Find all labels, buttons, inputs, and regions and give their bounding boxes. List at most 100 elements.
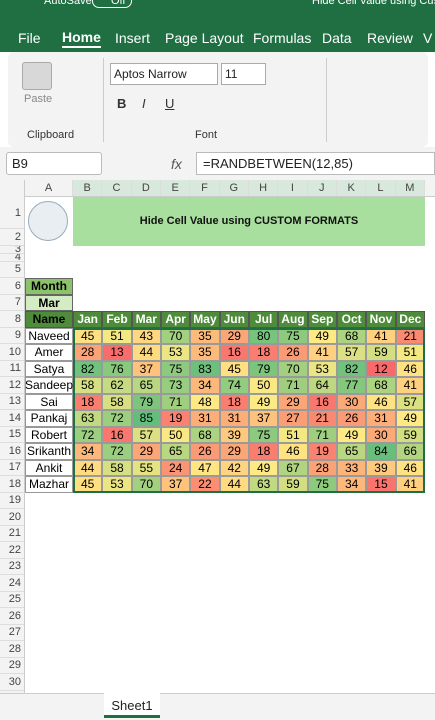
- value-cell[interactable]: 59: [366, 344, 396, 361]
- name-cell[interactable]: Srikanth: [25, 443, 73, 460]
- column-header[interactable]: L: [366, 180, 396, 196]
- column-header[interactable]: H: [248, 180, 279, 196]
- value-cell[interactable]: 79: [248, 360, 279, 377]
- value-cell[interactable]: 13: [102, 344, 132, 361]
- font-name-box[interactable]: [110, 63, 218, 85]
- value-cell[interactable]: 51: [278, 426, 308, 443]
- value-cell[interactable]: 49: [248, 459, 279, 476]
- value-cell[interactable]: 48: [190, 393, 220, 410]
- row-header[interactable]: 19: [0, 493, 24, 509]
- month-header[interactable]: Aug: [278, 311, 308, 328]
- row-header[interactable]: 12: [0, 377, 24, 394]
- row-header[interactable]: 2: [0, 229, 24, 246]
- column-header[interactable]: B: [73, 180, 103, 196]
- font-size-box[interactable]: [221, 63, 266, 85]
- value-cell[interactable]: 35: [190, 344, 220, 361]
- value-cell[interactable]: 70: [160, 327, 191, 344]
- value-cell[interactable]: 29: [219, 327, 249, 344]
- value-cell[interactable]: 79: [131, 393, 161, 410]
- style-button[interactable]: B: [117, 95, 127, 111]
- month-value[interactable]: Mar: [25, 294, 73, 311]
- paste-icon[interactable]: [22, 62, 52, 90]
- month-header[interactable]: May: [190, 311, 220, 328]
- ribbon-tab[interactable]: Insert: [115, 30, 151, 46]
- value-cell[interactable]: 75: [160, 360, 191, 377]
- name-cell[interactable]: Pankaj: [25, 410, 73, 427]
- value-cell[interactable]: 77: [336, 377, 367, 394]
- ribbon-tab[interactable]: V: [423, 30, 433, 46]
- value-cell[interactable]: 18: [248, 443, 279, 460]
- value-cell[interactable]: 16: [102, 426, 132, 443]
- value-cell[interactable]: 26: [278, 344, 308, 361]
- value-cell[interactable]: 72: [102, 410, 132, 427]
- value-cell[interactable]: 12: [366, 360, 396, 377]
- value-cell[interactable]: 57: [131, 426, 161, 443]
- value-cell[interactable]: 34: [73, 443, 103, 460]
- value-cell[interactable]: 49: [248, 393, 279, 410]
- style-button[interactable]: U: [165, 95, 175, 111]
- row-header[interactable]: 7: [0, 295, 24, 311]
- row-header[interactable]: 14: [0, 410, 24, 427]
- value-cell[interactable]: 18: [248, 344, 279, 361]
- row-header[interactable]: 16: [0, 443, 24, 460]
- value-cell[interactable]: 64: [307, 377, 337, 394]
- value-cell[interactable]: 39: [219, 426, 249, 443]
- value-cell[interactable]: 39: [366, 459, 396, 476]
- row-header[interactable]: 18: [0, 476, 24, 493]
- font-name[interactable]: Aptos Narrow: [114, 67, 187, 81]
- row-header[interactable]: 20: [0, 509, 24, 526]
- name-cell[interactable]: Naveed: [25, 327, 73, 344]
- value-cell[interactable]: 42: [219, 459, 249, 476]
- value-cell[interactable]: 46: [366, 393, 396, 410]
- value-cell[interactable]: 47: [190, 459, 220, 476]
- row-header[interactable]: 27: [0, 625, 24, 641]
- paste-label[interactable]: Paste: [24, 93, 53, 105]
- value-cell[interactable]: 31: [190, 410, 220, 427]
- value-cell[interactable]: 18: [219, 393, 249, 410]
- value-cell[interactable]: 70: [278, 360, 308, 377]
- name-header[interactable]: Name: [25, 311, 73, 328]
- row-header[interactable]: 6: [0, 278, 24, 295]
- column-header[interactable]: I: [278, 180, 308, 196]
- value-cell[interactable]: 68: [336, 327, 367, 344]
- value-cell[interactable]: 50: [248, 377, 279, 394]
- month-header[interactable]: Oct: [336, 311, 367, 328]
- month-label[interactable]: Month: [25, 278, 73, 295]
- value-cell[interactable]: 72: [102, 443, 132, 460]
- name-box[interactable]: [6, 152, 102, 175]
- value-cell[interactable]: 65: [131, 377, 161, 394]
- column-header[interactable]: F: [190, 180, 220, 196]
- month-header[interactable]: Sep: [307, 311, 337, 328]
- value-cell[interactable]: 75: [307, 476, 337, 493]
- value-cell[interactable]: 26: [190, 443, 220, 460]
- value-cell[interactable]: 68: [190, 426, 220, 443]
- value-cell[interactable]: 71: [307, 426, 337, 443]
- name-cell[interactable]: Sai: [25, 393, 73, 410]
- row-header[interactable]: 22: [0, 542, 24, 559]
- value-cell[interactable]: 70: [131, 476, 161, 493]
- month-header[interactable]: Jan: [73, 311, 103, 328]
- sheet-tab[interactable]: [104, 693, 160, 718]
- value-cell[interactable]: 51: [102, 327, 132, 344]
- value-cell[interactable]: 30: [366, 426, 396, 443]
- row-header[interactable]: 4: [0, 254, 24, 262]
- name-cell[interactable]: Ankit: [25, 459, 73, 476]
- row-header[interactable]: 26: [0, 608, 24, 625]
- month-header[interactable]: Mar: [131, 311, 161, 328]
- ribbon-tab[interactable]: Formulas: [253, 30, 312, 46]
- month-header[interactable]: Feb: [102, 311, 132, 328]
- value-cell[interactable]: 21: [307, 410, 337, 427]
- value-cell[interactable]: 27: [278, 410, 308, 427]
- column-header[interactable]: G: [219, 180, 249, 196]
- value-cell[interactable]: 63: [248, 476, 279, 493]
- value-cell[interactable]: 66: [395, 443, 425, 460]
- row-header[interactable]: 24: [0, 575, 24, 592]
- value-cell[interactable]: 73: [160, 377, 191, 394]
- row-header[interactable]: 21: [0, 526, 24, 542]
- ribbon-tab[interactable]: Data: [322, 30, 352, 46]
- fx-icon[interactable]: fx: [171, 155, 182, 172]
- name-cell[interactable]: Sandeep: [24, 377, 74, 394]
- value-cell[interactable]: 19: [307, 443, 337, 460]
- ribbon-tab[interactable]: Review: [367, 30, 413, 46]
- value-cell[interactable]: 28: [307, 459, 337, 476]
